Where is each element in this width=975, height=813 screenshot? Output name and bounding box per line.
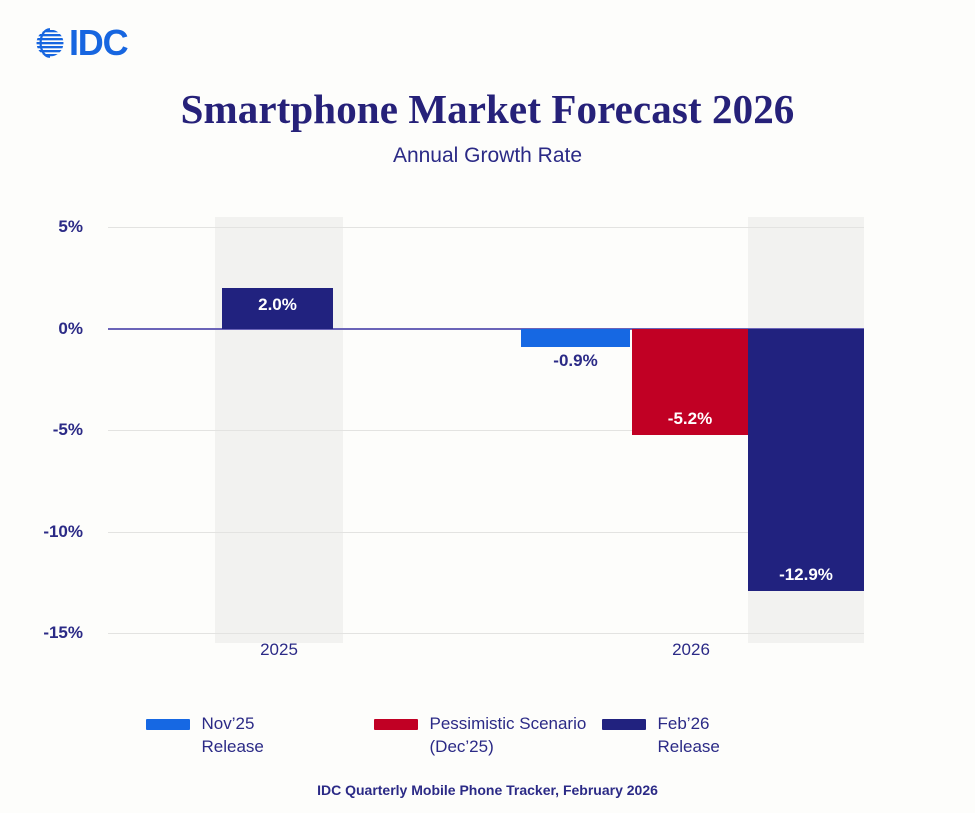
y-axis-label-neg15: -15%: [43, 623, 83, 642]
bar-value-2026-nov25: -0.9%: [553, 351, 598, 370]
striped-globe-icon: [36, 28, 64, 58]
bar-2026-pessimistic[interactable]: -5.2%: [632, 329, 748, 435]
y-axis-label-5: 5%: [58, 217, 83, 236]
legend-label-pessimistic: Pessimistic Scenario (Dec’25): [430, 712, 587, 758]
legend-item-nov25[interactable]: Nov’25 Release: [145, 712, 374, 758]
y-axis-label-0: 0%: [58, 319, 83, 338]
chart-plot-area: 5% 0% -5% -10% -15% 2.0% -0.9% -5.2% -12…: [43, 217, 864, 659]
bar-value-2025-feb26: 2.0%: [258, 295, 297, 314]
gridline-neg5: [108, 430, 864, 431]
page-subtitle: Annual Growth Rate: [392, 144, 583, 167]
bar-2026-nov25[interactable]: -0.9%: [521, 329, 630, 370]
legend-label-pessimistic-line1: Pessimistic Scenario: [429, 714, 587, 733]
legend-swatch-blue: [145, 719, 190, 730]
legend-item-pessimistic[interactable]: Pessimistic Scenario (Dec’25): [373, 712, 602, 758]
legend-swatch-navy: [601, 719, 646, 730]
y-axis-label-neg5: -5%: [52, 420, 83, 439]
legend-label-feb26: Feb’26 Release: [658, 712, 720, 758]
source-note: IDC Quarterly Mobile Phone Tracker, Febr…: [317, 782, 658, 798]
legend-label-pessimistic-line2: (Dec’25): [429, 737, 494, 756]
page-title: Smartphone Market Forecast 2026: [180, 86, 795, 132]
bar-value-2026-feb26: -12.9%: [779, 565, 833, 584]
y-axis-label-neg10: -10%: [43, 522, 83, 541]
x-axis-label-2026: 2026: [672, 640, 710, 659]
legend-label-nov25-line2: Release: [201, 737, 264, 756]
legend-label-feb26-line1: Feb’26: [657, 714, 710, 733]
gridline-neg10: [108, 532, 864, 533]
bar-value-2026-pessimistic: -5.2%: [667, 409, 713, 428]
legend-label-feb26-line2: Release: [657, 737, 720, 756]
logo-wordmark: IDC: [69, 22, 129, 63]
gridline-5: [108, 227, 864, 228]
bar-2026-feb26[interactable]: -12.9%: [748, 329, 864, 591]
bar-2025-feb26[interactable]: 2.0%: [222, 288, 333, 329]
gridline-neg15: [108, 633, 864, 634]
legend-label-nov25: Nov’25 Release: [202, 712, 264, 758]
gridline-0: [108, 328, 864, 330]
legend-label-nov25-line1: Nov’25: [201, 714, 255, 733]
chart-legend: Nov’25 Release Pessimistic Scenario (Dec…: [0, 712, 975, 758]
legend-swatch-red: [373, 719, 418, 730]
idc-logo: IDC: [33, 22, 129, 63]
x-axis-label-2025: 2025: [260, 640, 298, 659]
legend-item-feb26[interactable]: Feb’26 Release: [601, 712, 830, 758]
